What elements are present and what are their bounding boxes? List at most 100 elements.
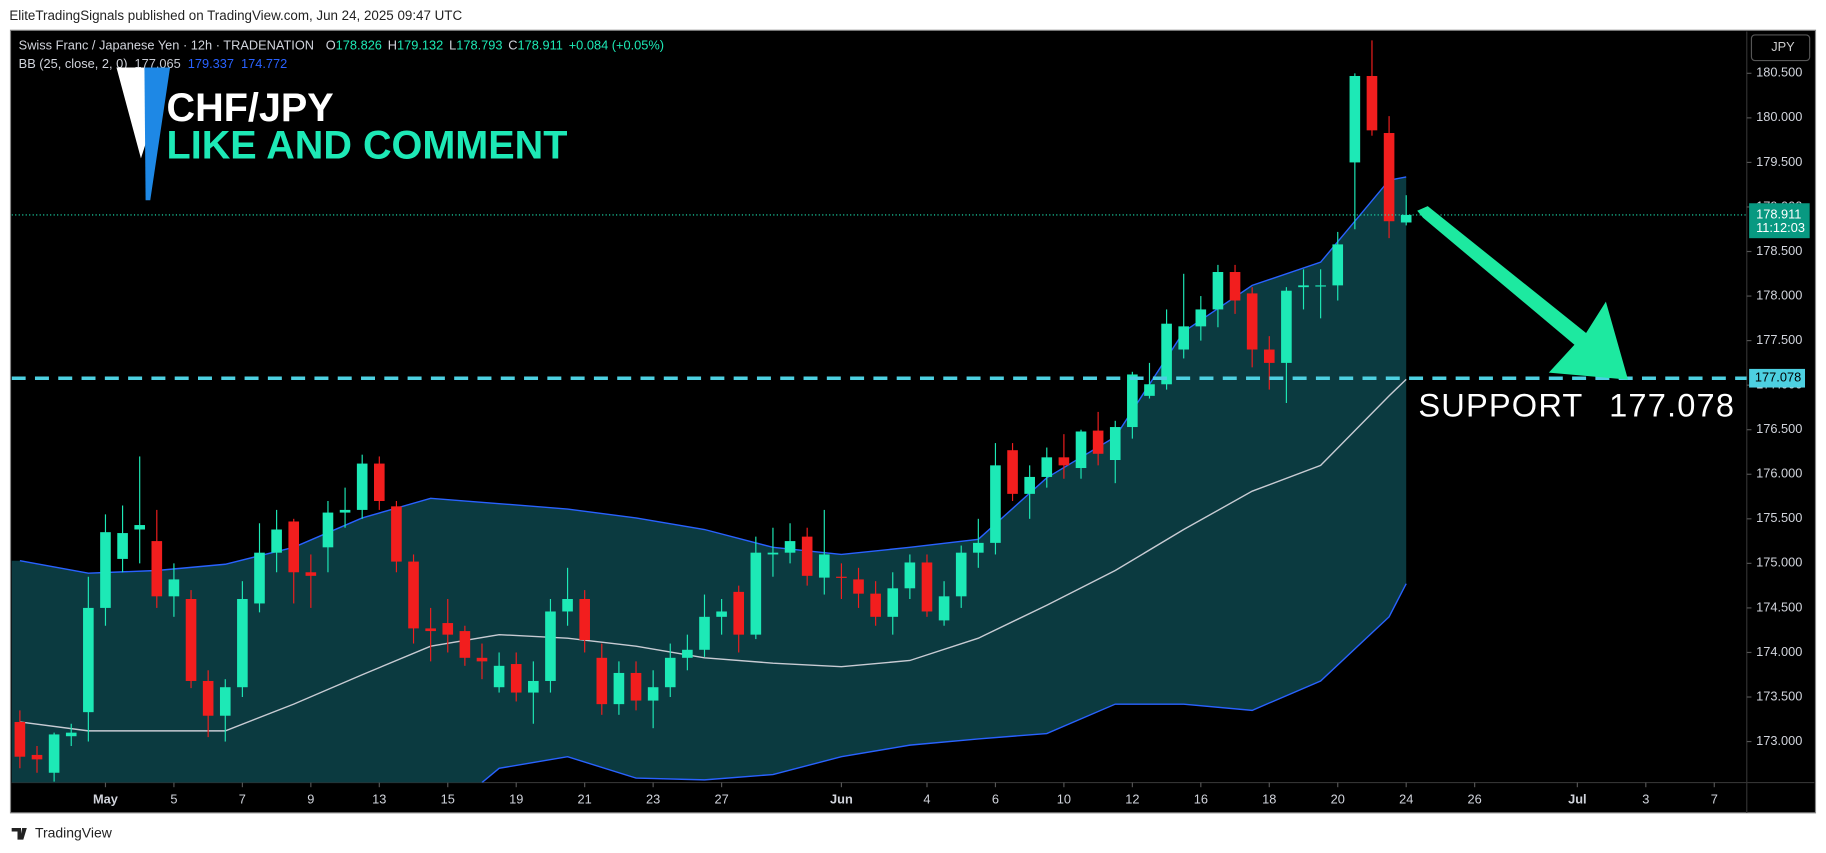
legend-field: C xyxy=(508,38,517,53)
band-fill xyxy=(11,176,1407,783)
candle-body xyxy=(1281,290,1292,363)
legend-value: 178.826 xyxy=(336,38,382,53)
x-tick-label: 24 xyxy=(1399,791,1413,806)
indicator-upper: 179.337 xyxy=(188,57,234,72)
candle-body xyxy=(1195,309,1207,327)
candle-body xyxy=(305,572,317,576)
candle-body xyxy=(682,649,693,658)
candle-body xyxy=(1178,326,1190,350)
legend-field: L xyxy=(449,38,456,53)
candle-body xyxy=(1075,431,1087,469)
currency-label: JPY xyxy=(1771,39,1795,54)
candle-body xyxy=(1144,384,1155,396)
candle-body xyxy=(254,552,265,604)
candle-body xyxy=(955,552,967,597)
support-annotation: SUPPORT 177.078 xyxy=(1418,386,1735,423)
indicator-name: BB (25, close, 2, 0) xyxy=(19,57,128,72)
legend-value: 178.793 xyxy=(456,38,502,53)
y-tick-label: 173.500 xyxy=(1756,688,1802,703)
candle-body xyxy=(716,611,727,617)
candle-body xyxy=(83,607,94,713)
last-price-label: 178.911 xyxy=(1756,206,1801,221)
x-tick-label: 7 xyxy=(239,791,246,806)
footer-logo xyxy=(11,827,27,840)
candle-body xyxy=(921,562,933,612)
last-price-tag xyxy=(1749,203,1810,239)
candle-body xyxy=(801,536,813,576)
candle-body xyxy=(510,664,522,693)
candle-body xyxy=(1212,272,1224,310)
candle-body xyxy=(65,732,77,737)
x-tick-label: May xyxy=(93,791,119,806)
candle-body xyxy=(1007,450,1018,494)
y-tick-label: 174.000 xyxy=(1756,644,1802,659)
candle-body xyxy=(425,628,436,632)
band-lower xyxy=(481,583,1407,783)
candle-body xyxy=(1041,457,1053,477)
y-tick-label: 179.500 xyxy=(1756,154,1802,169)
candle-body xyxy=(219,687,231,716)
candle-body xyxy=(1263,349,1275,363)
candle-body xyxy=(288,521,300,573)
candle-body xyxy=(100,532,111,608)
y-tick-label: 176.000 xyxy=(1756,466,1802,481)
candle-body xyxy=(528,680,539,693)
candle-body xyxy=(545,611,556,681)
currency-button[interactable] xyxy=(1750,34,1811,62)
legend-field: O xyxy=(326,38,336,53)
y-tick-label: 173.000 xyxy=(1756,733,1802,748)
candle-body xyxy=(322,512,334,548)
x-tick-label: 9 xyxy=(307,791,314,806)
candle-body xyxy=(938,596,950,621)
x-tick-label: Jul xyxy=(1568,791,1587,806)
x-tick-label: 23 xyxy=(646,791,660,806)
candle-body xyxy=(1246,293,1258,350)
legend-field: H xyxy=(388,38,397,53)
y-tick-label: 178.500 xyxy=(1756,243,1802,258)
x-tick-label: 27 xyxy=(714,791,728,806)
overlay: JPY TradingView 173.000 173.500 174.000 174… xyxy=(11,34,1811,840)
x-tick-label: 5 xyxy=(170,791,177,806)
candle-body xyxy=(117,533,128,559)
candle-body xyxy=(596,657,608,705)
candle-body xyxy=(784,541,796,553)
support-tag xyxy=(1749,368,1806,388)
y-tick-label: 174.500 xyxy=(1756,599,1802,614)
candle-body xyxy=(185,599,197,681)
x-tick-label: 16 xyxy=(1194,791,1208,806)
call-to-action: LIKE AND COMMENT xyxy=(167,123,568,167)
candle-body xyxy=(391,506,402,562)
candle-body xyxy=(1383,133,1395,222)
candle-body xyxy=(613,672,625,705)
candle-body xyxy=(442,623,454,635)
candle-body xyxy=(870,593,881,617)
x-tick-label: Jun xyxy=(830,791,853,806)
candle-body xyxy=(476,657,488,662)
candle-body xyxy=(48,734,60,773)
support-value: 177.078 xyxy=(1609,386,1735,423)
pair-title: CHF/JPY xyxy=(167,86,334,130)
legend-value: 179.132 xyxy=(397,38,443,53)
plot-area xyxy=(11,40,1747,783)
support-word: SUPPORT xyxy=(1418,386,1583,423)
indicator-lower: 174.772 xyxy=(241,57,287,72)
legend-symbol-line: Swiss Franc / Japanese Yen · 12h · TRADE… xyxy=(19,38,664,53)
candle-body xyxy=(1332,244,1344,286)
candle-body xyxy=(1127,374,1138,428)
x-tick-label: 13 xyxy=(372,791,386,806)
candle-body xyxy=(202,680,214,716)
candle-body xyxy=(579,599,590,640)
candle-body xyxy=(1161,323,1172,385)
candle-body xyxy=(664,657,676,688)
candle-body xyxy=(1058,457,1070,466)
candle-body xyxy=(356,463,368,510)
legend-symbol: Swiss Franc / Japanese Yen · 12h · TRADE… xyxy=(19,38,314,53)
x-tick-label: 4 xyxy=(923,791,930,806)
x-tick-label: 3 xyxy=(1642,791,1649,806)
y-tick-label: 180.000 xyxy=(1756,109,1802,124)
y-tick-label: 178.000 xyxy=(1756,287,1802,302)
x-tick-label: 19 xyxy=(509,791,523,806)
footer-brand: TradingView xyxy=(35,824,113,840)
candle-body xyxy=(630,672,642,701)
